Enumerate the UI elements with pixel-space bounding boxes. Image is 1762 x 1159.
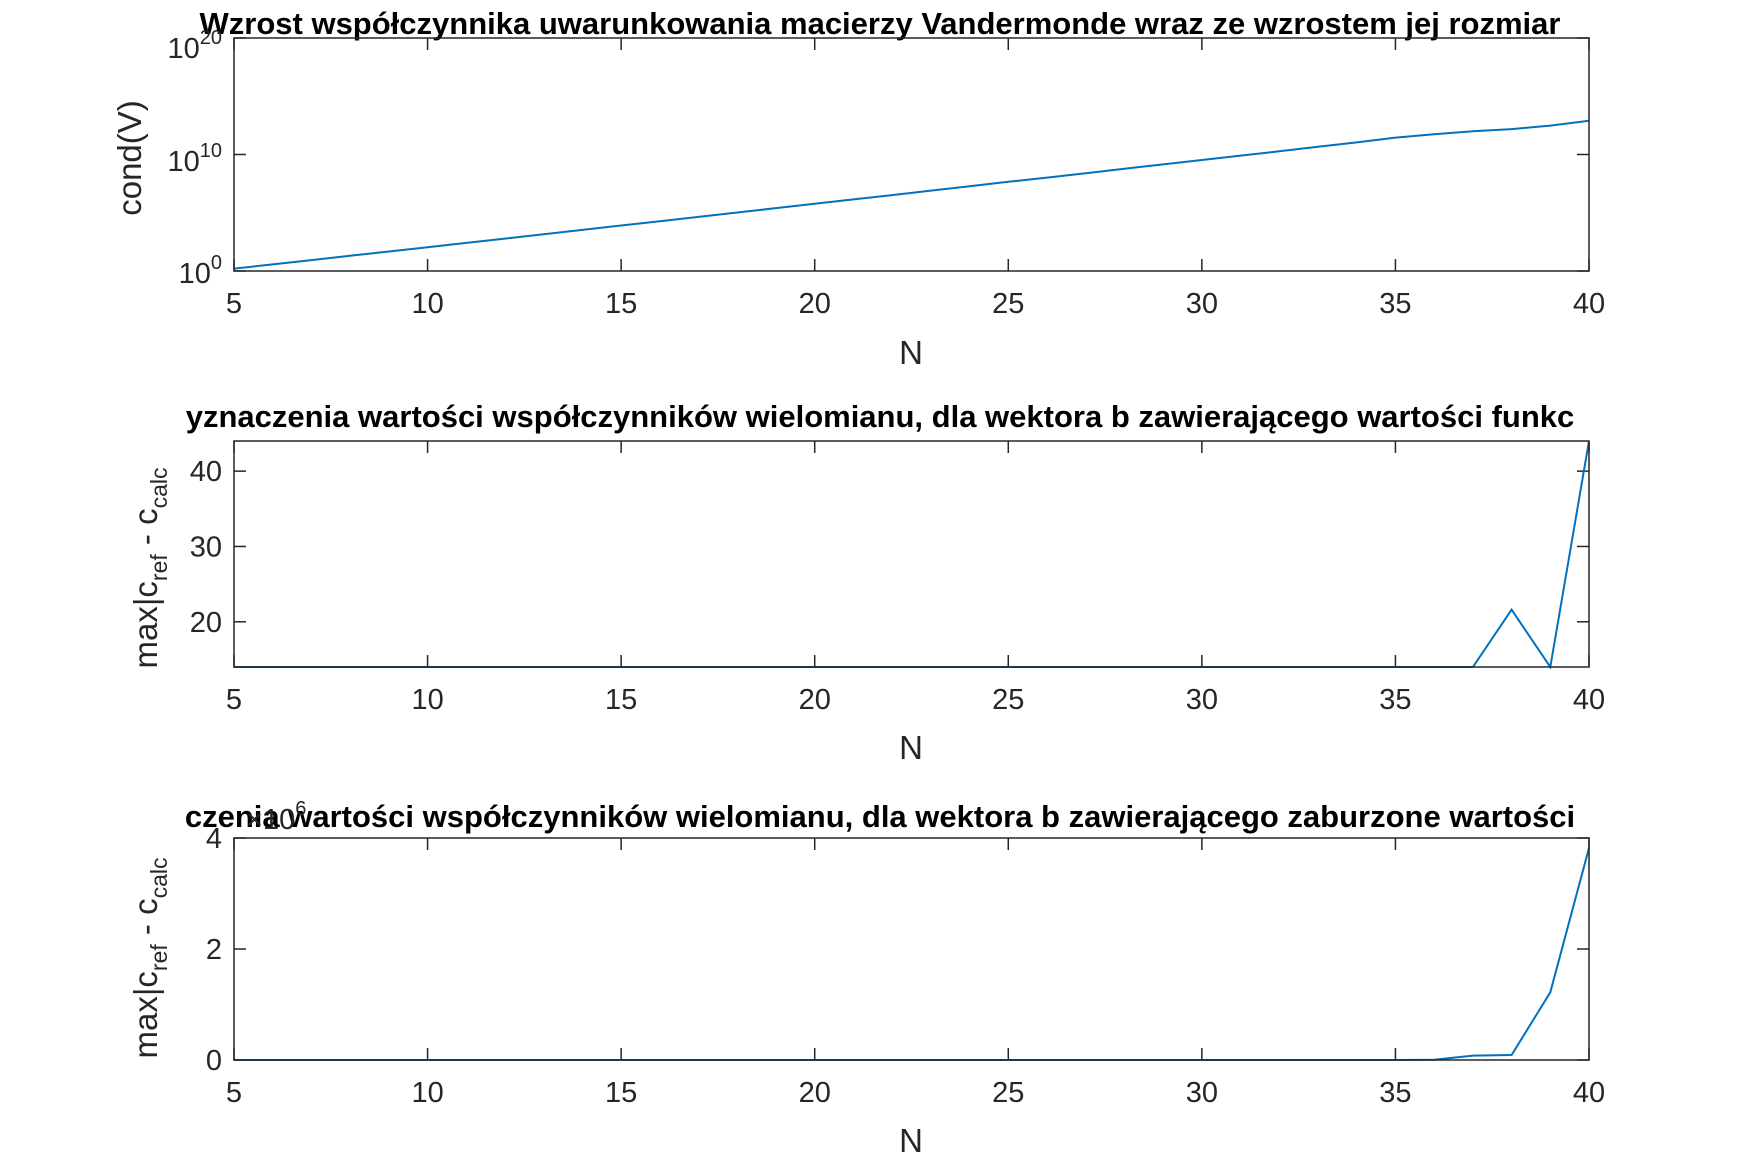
panel-3-title: czenia wartości współczynników wielomian…	[185, 799, 1575, 834]
x-tick-label: 30	[1186, 1077, 1218, 1109]
x-tick-label: 20	[799, 288, 831, 320]
panel-1-y-tick-label: 1020	[167, 27, 222, 65]
panel-3-x-tick-labels: 5 10 15 20 25 30 35 40	[226, 1077, 1605, 1109]
panel-2: yznaczenia wartości współczynników wielo…	[127, 399, 1605, 766]
x-tick-label: 40	[1573, 684, 1605, 716]
panel-1-y-tick-labels: 100 1010 1020	[167, 27, 222, 290]
x-tick-label: 40	[1573, 288, 1605, 320]
x-tick-label: 35	[1379, 1077, 1411, 1109]
panel-1-y-axis-label: cond(V)	[111, 100, 148, 216]
panel-1-axes-box	[233, 37, 1590, 272]
panel-2-ticks	[233, 441, 1590, 667]
x-tick-label: 10	[411, 684, 443, 716]
y-tick-label: 20	[190, 607, 222, 639]
x-tick-label: 5	[226, 684, 242, 716]
panel-1-ticks	[233, 37, 1590, 272]
panel-1: Wzrost współczynnika uwarunkowania macie…	[111, 6, 1605, 371]
x-tick-label: 30	[1186, 288, 1218, 320]
y-tick-label: 30	[190, 531, 222, 563]
x-tick-label: 30	[1186, 684, 1218, 716]
x-tick-label: 35	[1379, 684, 1411, 716]
panel-2-y-axis-label: max|cref - ccalc	[127, 468, 172, 669]
y-tick-label: 40	[190, 456, 222, 488]
x-tick-label: 25	[992, 1077, 1024, 1109]
panel-2-title: yznaczenia wartości współczynników wielo…	[186, 399, 1575, 434]
x-tick-label: 5	[226, 288, 242, 320]
panel-3-axes-box	[233, 837, 1590, 1061]
x-tick-label: 25	[992, 684, 1024, 716]
panel-1-series-line	[233, 119, 1590, 270]
panel-1-y-tick-label: 100	[179, 252, 222, 290]
x-tick-label: 25	[992, 288, 1024, 320]
x-tick-label: 20	[799, 1077, 831, 1109]
panel-3-y-axis-label: max|cref - ccalc	[127, 858, 172, 1059]
panel-3-ticks	[233, 837, 1590, 1061]
panel-1-x-tick-labels: 5 10 15 20 25 30 35 40	[226, 288, 1605, 320]
panel-3-series-line	[234, 847, 1590, 1061]
x-tick-label: 40	[1573, 1077, 1605, 1109]
y-tick-label: 4	[206, 823, 222, 855]
panel-2-x-tick-labels: 5 10 15 20 25 30 35 40	[226, 684, 1605, 716]
panel-2-series-line	[234, 440, 1590, 670]
panel-2-axes-box	[233, 440, 1590, 668]
panel-1-title: Wzrost współczynnika uwarunkowania macie…	[200, 6, 1561, 41]
x-tick-label: 35	[1379, 288, 1411, 320]
panel-3-y-multiplier: ×106	[246, 798, 306, 836]
panel-3: czenia wartości współczynników wielomian…	[127, 798, 1605, 1159]
x-tick-label: 5	[226, 1077, 242, 1109]
x-tick-label: 10	[411, 288, 443, 320]
x-tick-label: 15	[605, 288, 637, 320]
x-tick-label: 10	[411, 1077, 443, 1109]
x-tick-label: 20	[799, 684, 831, 716]
y-tick-label: 2	[206, 934, 222, 966]
panel-3-y-tick-labels: 0 2 4	[206, 823, 222, 1077]
panel-1-y-tick-label: 1010	[167, 140, 222, 178]
panel-2-x-axis-label: N	[899, 729, 923, 766]
panel-1-x-axis-label: N	[899, 334, 923, 371]
y-tick-label: 0	[206, 1045, 222, 1077]
x-tick-label: 15	[605, 684, 637, 716]
panel-3-x-axis-label: N	[899, 1122, 923, 1159]
x-tick-label: 15	[605, 1077, 637, 1109]
panel-2-y-tick-labels: 20 30 40	[190, 456, 222, 639]
